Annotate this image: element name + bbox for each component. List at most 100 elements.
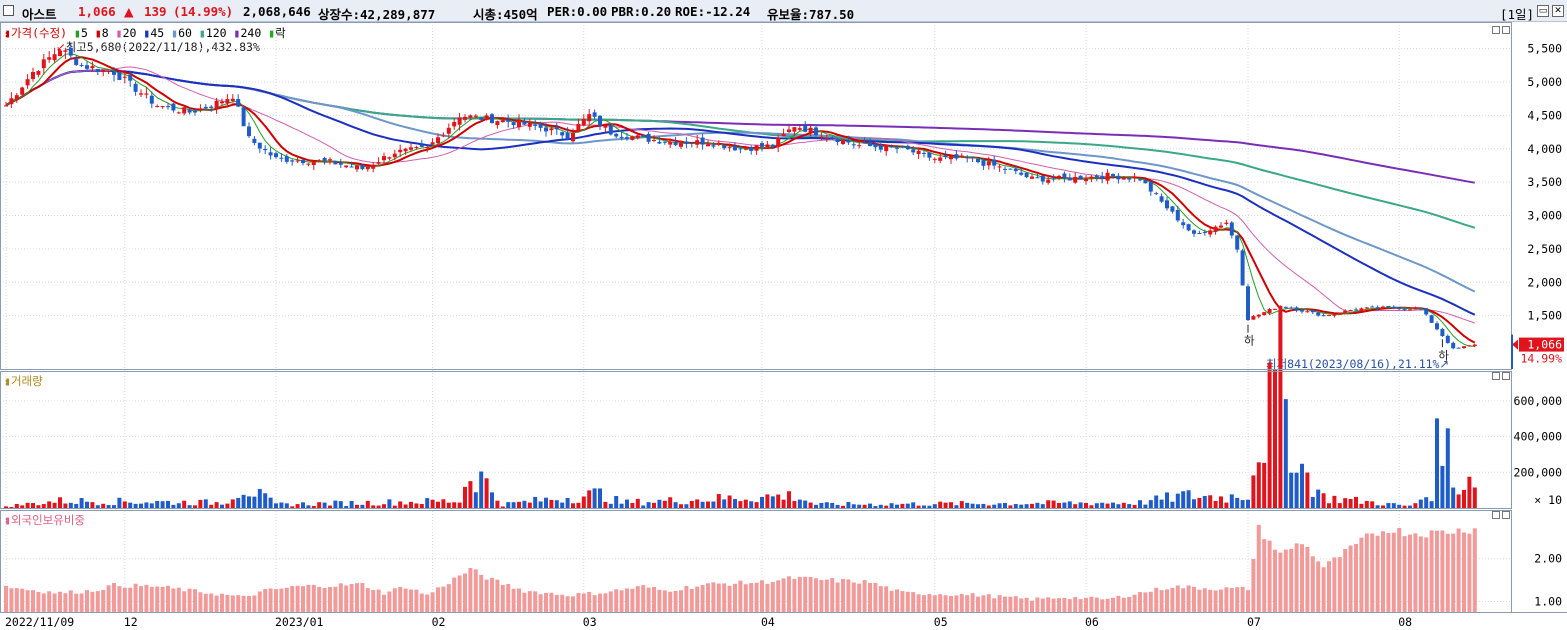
volume-bar (711, 501, 716, 508)
foreign-legend[interactable]: ▮외국인보유비중 (4, 513, 85, 527)
foreign-bar (149, 586, 154, 612)
foreign-bar (1321, 567, 1326, 612)
volume-bar (1305, 472, 1310, 508)
volume-bar (128, 502, 133, 508)
panel-minimize-icon[interactable] (1492, 372, 1500, 380)
foreign-bar (733, 583, 737, 612)
x-tick-label: 07 (1247, 615, 1261, 629)
volume-bar (1408, 505, 1412, 508)
x-axis-labels: 2022/11/09 12 2023/01 02 03 04 05 06 07 08 (5, 615, 1412, 629)
candle-body (1154, 193, 1159, 195)
volume-bar (452, 502, 457, 508)
foreign-bar (1408, 534, 1412, 612)
volume-bar (1467, 476, 1472, 508)
candle-body (74, 58, 79, 65)
candle-body (1310, 310, 1315, 313)
legend-price[interactable]: ▮가격(수정) (4, 26, 68, 40)
volume-bar (1354, 496, 1358, 508)
volume-bar (344, 506, 349, 508)
candle-body (1165, 200, 1169, 209)
candle-body (349, 166, 354, 168)
foreign-bar (792, 578, 797, 612)
volume-legend[interactable]: ▮거래량 (4, 374, 43, 388)
legend-ma8[interactable]: ▮8 (94, 26, 109, 40)
panel-minimize-icon[interactable] (1492, 26, 1500, 34)
volume-bar (311, 505, 316, 508)
y-tick-label: 4,500 (1527, 108, 1562, 122)
foreign-bar (90, 591, 95, 612)
panel-minimize-icon[interactable] (1492, 511, 1500, 519)
candle-body (533, 124, 538, 126)
foreign-bar (1138, 592, 1142, 612)
x-tick-label: 06 (1085, 615, 1099, 629)
foreign-bar (927, 594, 932, 612)
foreign-bar (1375, 535, 1380, 612)
foreign-bar (1235, 587, 1240, 612)
stock-name: 아스트 (22, 7, 57, 22)
restore-icon[interactable]: ▭ (1537, 5, 1549, 17)
candle-body (1337, 312, 1342, 315)
volume-bar (635, 498, 640, 508)
legend-ma60[interactable]: ▮60 (171, 26, 192, 40)
volume-bar (511, 502, 516, 508)
chart-area[interactable]: 5,500 5,000 4,500 4,000 3,500 3,000 2,500 2,000… (0, 22, 1567, 630)
foreign-bar (1040, 598, 1045, 612)
volume-bar (1186, 490, 1191, 508)
volume-bar (587, 490, 592, 508)
foreign-bar (851, 582, 856, 612)
candle-body (814, 127, 818, 136)
foreign-bar (58, 591, 62, 612)
volume-bar (301, 502, 305, 508)
legend-ma240[interactable]: ▮240 (233, 26, 262, 40)
candle-body (1067, 177, 1072, 181)
candle-body (171, 103, 176, 111)
volume-bar (1262, 462, 1267, 508)
foreign-bar (754, 582, 759, 612)
foreign-bar (490, 577, 494, 612)
candle-body (79, 65, 84, 67)
volume-bar (4, 506, 8, 508)
legend-ma45[interactable]: ▮45 (143, 26, 165, 40)
foreign-bar (160, 586, 165, 612)
panel-close-icon[interactable] (1502, 372, 1510, 380)
candle-body (716, 143, 721, 145)
candle-body (673, 142, 678, 146)
foreign-bar (414, 589, 419, 612)
candle-body (182, 107, 187, 114)
volume-bar (662, 500, 667, 508)
panel-close-icon[interactable] (1502, 511, 1510, 519)
candle-body (695, 140, 700, 145)
foreign-bar (657, 589, 662, 612)
close-icon[interactable]: ✕ (1552, 5, 1564, 17)
foreign-bar (365, 588, 370, 612)
candle-body (1132, 177, 1137, 179)
volume-bar (468, 481, 473, 508)
volume-bar (700, 501, 705, 508)
volume-bar (338, 501, 343, 508)
volume-bar (932, 504, 937, 508)
volume-bar (522, 500, 527, 508)
volume-bar (1397, 504, 1402, 508)
foreign-bar (560, 594, 565, 612)
volume-bar (112, 505, 116, 508)
legend-ma20[interactable]: ▮20 (115, 26, 137, 40)
legend-ma5[interactable]: ▮5 (74, 26, 88, 40)
select-checkbox[interactable] (3, 5, 14, 16)
panel-close-icon[interactable] (1502, 26, 1510, 34)
foreign-bar (706, 583, 710, 612)
foreign-bar (814, 578, 818, 612)
volume-bar (770, 496, 775, 508)
legend-lock[interactable]: ▮락 (268, 26, 286, 40)
candle-body (878, 144, 883, 150)
foreign-bar (571, 596, 575, 612)
period-selector[interactable]: [1일] (1500, 7, 1535, 22)
candle-body (738, 148, 743, 150)
candle-body (662, 141, 667, 143)
legend-ma120[interactable]: ▮120 (198, 26, 227, 40)
volume-bar (851, 504, 856, 508)
volume-bar (738, 501, 743, 508)
x-tick-label: 2022/11/09 (5, 615, 74, 629)
limit-down-marker: 하 (1438, 348, 1449, 362)
candle-body (430, 142, 435, 145)
candle-body (1229, 222, 1234, 236)
